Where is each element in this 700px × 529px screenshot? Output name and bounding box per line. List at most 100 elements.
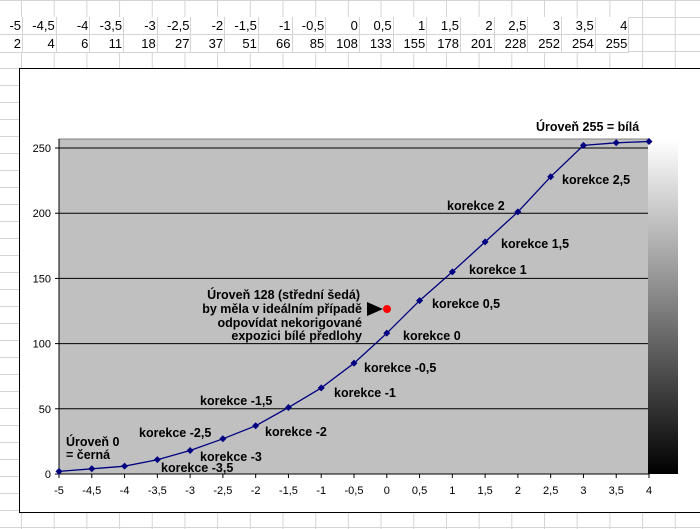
- exposure-cell[interactable]: -3,5: [89, 17, 125, 35]
- level-cell[interactable]: 6: [56, 34, 91, 53]
- x-tick-label: -4,5: [82, 485, 101, 497]
- data-point: [252, 422, 260, 430]
- level-cell[interactable]: 51: [224, 34, 259, 53]
- level-cell[interactable]: 85: [292, 34, 327, 53]
- level-cell[interactable]: 27: [157, 34, 192, 53]
- exposure-cell[interactable]: 2: [460, 17, 495, 35]
- data-point: [514, 208, 522, 216]
- data-point: [481, 238, 489, 246]
- label-korekce-1: korekce 1: [469, 263, 527, 277]
- annotation-mid-4: expozici bílé předlohy: [231, 329, 362, 343]
- y-tick-label: 200: [33, 208, 51, 220]
- data-point: [416, 297, 424, 305]
- exposure-cell[interactable]: -0,5: [292, 17, 327, 35]
- x-tick-label: 1: [449, 485, 455, 497]
- x-tick-label: 4: [646, 485, 652, 497]
- level-cell[interactable]: 108: [325, 34, 360, 53]
- x-tick-label: -1,5: [279, 485, 298, 497]
- x-tick-label: -2,5: [213, 485, 232, 497]
- level-first-cell[interactable]: 2: [0, 34, 23, 53]
- data-point: [284, 403, 292, 411]
- exposure-cell[interactable]: 0: [325, 17, 360, 35]
- annotation-bottom-1: Úroveň 0: [66, 434, 120, 449]
- midgray-marker: [383, 305, 391, 313]
- exposure-cell[interactable]: -2: [190, 17, 226, 35]
- x-tick-label: -2: [251, 485, 261, 497]
- label-korekce-minus-3: korekce -3: [200, 450, 262, 464]
- data-point: [88, 465, 96, 473]
- label-korekce-2: korekce 2: [447, 199, 505, 213]
- y-tick-label: 50: [39, 404, 51, 416]
- data-point: [121, 462, 129, 470]
- y-tick-label: 100: [33, 339, 51, 351]
- x-tick-label: 0: [384, 485, 390, 497]
- x-tick-label: 1,5: [477, 485, 492, 497]
- x-tick-label: -0,5: [345, 485, 364, 497]
- label-korekce-minus-3-5: korekce -3,5: [161, 461, 233, 475]
- exposure-cell[interactable]: 3: [527, 17, 562, 35]
- data-point: [350, 359, 358, 367]
- exposure-cell[interactable]: -4,5: [22, 17, 57, 35]
- x-tick-label: 2: [515, 485, 521, 497]
- exposure-cell[interactable]: 4: [595, 17, 630, 35]
- y-tick-label: 250: [33, 143, 51, 155]
- annotation-top: Úroveň 255 = bílá: [536, 119, 639, 134]
- x-tick-label: -1: [316, 485, 326, 497]
- exposure-cell[interactable]: -1: [258, 17, 293, 35]
- exposure-row: -5 -4,5 -4 -3,5 -3 -2,5 -2 -1,5 -1 -0,5 0 0,5 1 1,5 2 2…: [0, 17, 630, 35]
- x-tick-label: 2,5: [543, 485, 558, 497]
- pointer-arrow: [367, 302, 383, 316]
- x-tick-label: -3: [185, 485, 195, 497]
- label-korekce-minus-2-5: korekce -2,5: [139, 426, 211, 440]
- data-point: [612, 139, 620, 147]
- exposure-cell[interactable]: -2,5: [157, 17, 192, 35]
- level-cell[interactable]: 201: [460, 34, 495, 53]
- gridlines: [59, 147, 649, 410]
- level-cell[interactable]: 228: [494, 34, 529, 53]
- level-cell[interactable]: 18: [123, 34, 158, 53]
- level-cell[interactable]: 11: [89, 34, 125, 53]
- data-table: -5 -4,5 -4 -3,5 -3 -2,5 -2 -1,5 -1 -0,5 0 0,5 1 1,5 2 2…: [0, 17, 630, 53]
- level-cell[interactable]: 66: [258, 34, 293, 53]
- exposure-first-cell[interactable]: -5: [0, 17, 23, 35]
- label-korekce-2-5: korekce 2,5: [562, 173, 630, 187]
- level-cell[interactable]: 4: [22, 34, 57, 53]
- label-korekce-0-5: korekce 0,5: [432, 297, 500, 311]
- level-cell[interactable]: 254: [561, 34, 596, 53]
- exposure-cell[interactable]: -1,5: [224, 17, 259, 35]
- data-point: [645, 137, 653, 145]
- x-tick-label: 3,5: [609, 485, 624, 497]
- level-cell[interactable]: 133: [359, 34, 394, 53]
- level-cell[interactable]: 252: [527, 34, 562, 53]
- annotation-bottom-2: = černá: [66, 448, 110, 462]
- exposure-cell[interactable]: 2,5: [494, 17, 529, 35]
- axes: 0 50 100 150 200 250 -5 -4,5 -4 -3,5 -3 -2,5 -2 -1,5 -…: [33, 139, 652, 497]
- data-point: [317, 384, 325, 392]
- level-row: 2 4 6 11 18 27 37 51 66 85 108 133 155 178 201 228 252 25…: [0, 34, 630, 53]
- plot-background: [58, 138, 650, 475]
- exposure-cell[interactable]: 1: [393, 17, 428, 35]
- exposure-cell[interactable]: 1,5: [426, 17, 461, 35]
- level-cell[interactable]: 255: [595, 34, 630, 53]
- level-cell[interactable]: 37: [190, 34, 226, 53]
- x-tick-label: -3,5: [148, 485, 167, 497]
- grey-ramp: [648, 140, 678, 474]
- level-cell[interactable]: 155: [393, 34, 428, 53]
- level-cell[interactable]: 178: [426, 34, 461, 53]
- annotation-mid-2: by měla v ideálním případě: [202, 302, 362, 316]
- data-point: [219, 435, 227, 443]
- data-point: [448, 268, 456, 276]
- x-tick-label: 0,5: [412, 485, 427, 497]
- y-tick-label: 150: [33, 273, 51, 285]
- exposure-cell[interactable]: 3,5: [561, 17, 596, 35]
- y-tick-label: 0: [45, 469, 51, 481]
- data-point: [55, 467, 63, 475]
- annotation-mid-1: Úroveň 128 (střední šedá): [207, 287, 360, 302]
- exposure-cell[interactable]: -4: [56, 17, 91, 35]
- exposure-cell[interactable]: 0,5: [359, 17, 394, 35]
- label-korekce-minus-2: korekce -2: [265, 425, 327, 439]
- x-tick-label: 3: [580, 485, 586, 497]
- exposure-cell[interactable]: -3: [123, 17, 158, 35]
- label-korekce-minus-1: korekce -1: [334, 386, 396, 400]
